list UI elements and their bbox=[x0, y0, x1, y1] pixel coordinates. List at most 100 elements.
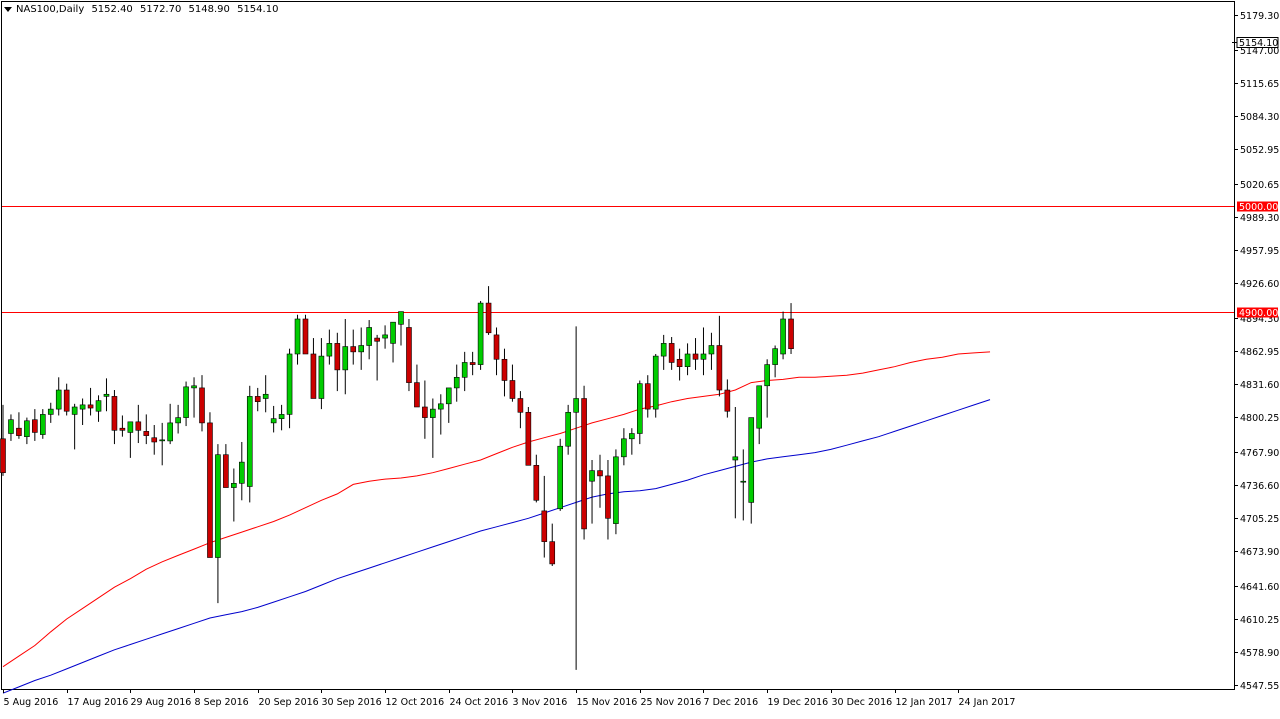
candle-69[interactable] bbox=[549, 523, 556, 567]
candle-36[interactable] bbox=[286, 348, 293, 429]
candle-13[interactable] bbox=[103, 378, 110, 412]
candle-79[interactable] bbox=[629, 428, 635, 455]
candle-43[interactable] bbox=[342, 318, 349, 395]
candle-72[interactable] bbox=[573, 326, 579, 670]
candle-32[interactable] bbox=[254, 387, 261, 412]
candle-40[interactable] bbox=[318, 338, 325, 410]
candle-19[interactable] bbox=[151, 425, 158, 455]
candle-62[interactable] bbox=[493, 327, 500, 376]
candle-53[interactable] bbox=[422, 380, 428, 439]
candle-23[interactable] bbox=[183, 381, 189, 427]
candle-6[interactable] bbox=[47, 402, 54, 423]
candle-22[interactable] bbox=[175, 404, 181, 434]
candle-64[interactable] bbox=[509, 364, 516, 402]
candle-47[interactable] bbox=[374, 334, 380, 381]
candle-45[interactable] bbox=[358, 327, 365, 370]
candle-39[interactable] bbox=[310, 338, 317, 399]
candle-15[interactable] bbox=[119, 415, 126, 437]
candle-33[interactable] bbox=[262, 375, 269, 413]
candle-27[interactable] bbox=[215, 444, 221, 604]
candle-90[interactable] bbox=[716, 315, 723, 397]
candle-44[interactable] bbox=[350, 329, 357, 365]
candle-52[interactable] bbox=[414, 364, 420, 408]
candle-2[interactable] bbox=[16, 412, 22, 439]
candle-86[interactable] bbox=[684, 343, 691, 376]
candle-7[interactable] bbox=[55, 377, 62, 416]
candle-10[interactable] bbox=[79, 398, 86, 426]
candle-11[interactable] bbox=[87, 387, 94, 416]
candle-93[interactable] bbox=[740, 449, 747, 521]
candle-92[interactable] bbox=[732, 406, 739, 519]
candle-3[interactable] bbox=[24, 417, 30, 445]
candle-54[interactable] bbox=[430, 398, 436, 458]
candle-38[interactable] bbox=[302, 314, 309, 355]
candle-81[interactable] bbox=[644, 375, 651, 418]
candle-41[interactable] bbox=[326, 329, 333, 365]
candle-71[interactable] bbox=[565, 404, 571, 455]
candle-24[interactable] bbox=[191, 377, 197, 418]
candle-5[interactable] bbox=[39, 409, 46, 439]
candle-56[interactable] bbox=[445, 387, 452, 423]
candle-61[interactable] bbox=[485, 286, 492, 335]
candle-63[interactable] bbox=[501, 348, 508, 397]
candle-78[interactable] bbox=[621, 428, 627, 466]
candle-29[interactable] bbox=[231, 468, 237, 522]
candle-18[interactable] bbox=[143, 414, 150, 445]
candle-1[interactable] bbox=[8, 414, 14, 441]
chart-menu-triangle-icon[interactable] bbox=[4, 6, 12, 12]
candle-37[interactable] bbox=[294, 314, 301, 365]
candle-46[interactable] bbox=[366, 320, 372, 360]
candle-31[interactable] bbox=[246, 385, 253, 503]
candle-99[interactable] bbox=[788, 303, 794, 354]
candle-68[interactable] bbox=[541, 475, 548, 558]
candle-83[interactable] bbox=[660, 334, 667, 370]
candle-14[interactable] bbox=[111, 390, 118, 445]
candle-65[interactable] bbox=[517, 391, 524, 429]
candle-82[interactable] bbox=[652, 353, 659, 418]
candle-12[interactable] bbox=[95, 395, 102, 422]
candle-30[interactable] bbox=[239, 441, 245, 501]
candle-66[interactable] bbox=[525, 406, 532, 466]
candle-42[interactable] bbox=[334, 332, 341, 392]
candle-67[interactable] bbox=[533, 454, 540, 503]
candle-60[interactable] bbox=[477, 300, 484, 370]
candle-96[interactable] bbox=[764, 359, 770, 418]
candle-51[interactable] bbox=[406, 318, 412, 392]
candle-85[interactable] bbox=[676, 348, 683, 381]
candle-25[interactable] bbox=[199, 375, 205, 432]
candle-75[interactable] bbox=[597, 454, 603, 508]
candle-84[interactable] bbox=[668, 337, 675, 370]
candle-89[interactable] bbox=[708, 332, 715, 370]
candle-4[interactable] bbox=[32, 409, 38, 441]
candle-76[interactable] bbox=[605, 460, 611, 540]
candle-26[interactable] bbox=[207, 412, 213, 558]
candle-34[interactable] bbox=[270, 405, 277, 433]
candle-55[interactable] bbox=[437, 394, 444, 435]
candle-91[interactable] bbox=[724, 379, 731, 418]
candle-48[interactable] bbox=[382, 325, 388, 349]
candle-70[interactable] bbox=[557, 438, 564, 511]
candle-9[interactable] bbox=[71, 403, 78, 450]
candle-28[interactable] bbox=[223, 444, 229, 488]
candle-59[interactable] bbox=[469, 351, 476, 376]
candle-16[interactable] bbox=[127, 421, 134, 458]
candle-0[interactable] bbox=[0, 404, 6, 476]
candle-73[interactable] bbox=[581, 385, 587, 540]
candle-58[interactable] bbox=[461, 351, 468, 392]
candle-88[interactable] bbox=[700, 327, 707, 376]
candle-80[interactable] bbox=[636, 380, 643, 445]
candle-49[interactable] bbox=[390, 321, 396, 363]
candle-77[interactable] bbox=[613, 449, 619, 535]
candle-8[interactable] bbox=[63, 383, 70, 416]
candle-95[interactable] bbox=[756, 385, 763, 445]
candle-94[interactable] bbox=[748, 417, 755, 524]
candle-20[interactable] bbox=[159, 422, 165, 466]
candle-35[interactable] bbox=[278, 404, 285, 431]
candle-98[interactable] bbox=[780, 311, 786, 360]
candle-57[interactable] bbox=[453, 364, 460, 402]
candle-97[interactable] bbox=[772, 345, 778, 378]
candle-74[interactable] bbox=[589, 460, 595, 524]
candle-21[interactable] bbox=[167, 403, 173, 445]
